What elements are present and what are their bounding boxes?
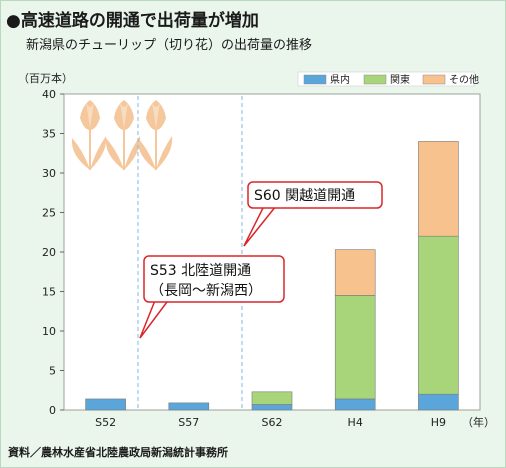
legend-swatch-kanto [363, 74, 387, 85]
callout-s60-text: S60 関越道開通 [254, 188, 355, 204]
x-tick-label: S62 [262, 416, 283, 429]
callout-s53-line2: （長岡〜新潟西） [150, 283, 262, 299]
bar-other-H4 [334, 249, 376, 296]
legend-swatch-other [422, 74, 446, 85]
y-tick-label: 5 [49, 365, 56, 378]
bar-kennai-H9 [418, 393, 459, 411]
data-source: 資料／農林水産省北陸農政局新潟統計事務所 [8, 446, 228, 459]
bar-series [85, 141, 459, 411]
legend-label-other: その他 [449, 73, 479, 86]
bar-kanto-H4 [334, 295, 376, 400]
y-tick-label: 15 [42, 286, 56, 299]
chart-subtitle: 新潟県のチューリップ（切り花）の出荷量の推移 [26, 38, 313, 53]
y-tick-label: 25 [42, 207, 56, 220]
callout-s60: S60 関越道開通 [243, 181, 383, 247]
callout-s60-box [247, 181, 383, 209]
x-tick-label: S57 [178, 416, 199, 429]
y-tick-label: 40 [42, 88, 56, 101]
x-tick-label: S52 [95, 416, 116, 429]
legend-swatch-kennai [303, 74, 327, 85]
callout-s53-line1: S53 北陸道開通 [150, 263, 251, 279]
callout-s53: S53 北陸道開通 （長岡〜新潟西） [139, 255, 285, 339]
y-tick-label: 20 [42, 246, 56, 259]
bar-kennai-S62 [251, 404, 293, 411]
bar-kanto-H9 [418, 235, 459, 395]
y-tick-label: 0 [49, 404, 56, 417]
legend-label-kennai: 県内 [330, 73, 350, 86]
y-tick-label: 10 [42, 325, 56, 338]
bar-other-H9 [418, 141, 459, 237]
callout-s53-box [143, 255, 285, 303]
x-tick-label: H9 [431, 416, 446, 429]
y-axis: 0 5 10 15 20 25 30 35 40 [42, 88, 64, 417]
y-tick-label: 30 [42, 167, 56, 180]
page-title: ●高速道路の開通で出荷量が増加 [6, 11, 259, 31]
y-tick-label: 35 [42, 128, 56, 141]
legend: 県内 関東 その他 [297, 71, 479, 87]
x-axis-unit: （年） [462, 415, 495, 429]
y-axis-label: （百万本） [18, 71, 73, 85]
legend-label-kanto: 関東 [390, 73, 410, 86]
x-axis: S52 S57 S62 H4 H9 [95, 416, 446, 429]
bar-kennai-S57 [168, 402, 210, 411]
bar-kennai-S52 [85, 398, 126, 411]
x-tick-label: H4 [348, 416, 363, 429]
bar-kanto-S62 [251, 391, 293, 405]
bar-kennai-H4 [334, 398, 376, 411]
tulip-illustration [71, 100, 173, 170]
plot-area [63, 93, 481, 411]
